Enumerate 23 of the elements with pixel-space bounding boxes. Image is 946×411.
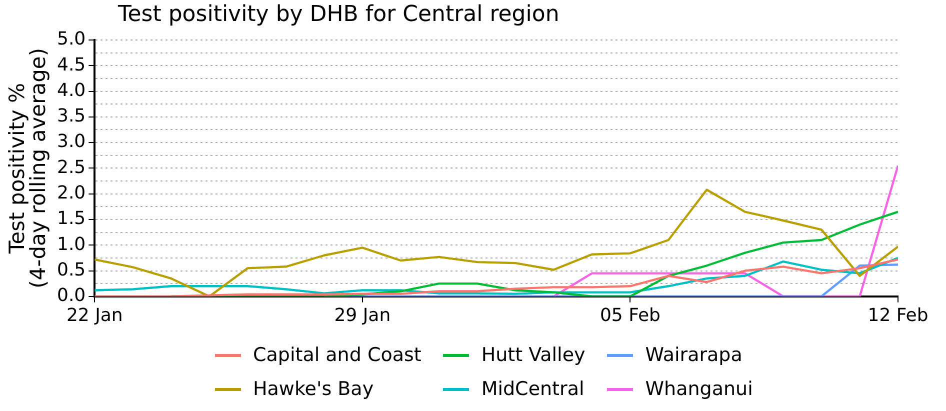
legend-label: MidCentral [481,378,584,400]
y-tick-label: 5.0 [56,28,86,50]
x-tick-label: 12 Feb [868,304,928,326]
y-tick-label: 0.5 [56,259,86,280]
legend-label: Hutt Valley [481,344,586,366]
x-tick-label: 29 Jan [334,304,391,326]
legend-label: Wairarapa [645,344,742,366]
chart-title: Test positivity by DHB for Central region [118,2,560,27]
y-tick-label: 0.0 [56,285,86,306]
y-tick-label: 2.5 [56,156,86,178]
y-tick-label: 1.5 [56,208,86,230]
y-axis-title: Test positivity % (4-day rolling average) [4,48,50,288]
y-tick-label: 3.5 [56,106,86,127]
y-tick-label: 3.0 [56,131,86,152]
legend-label: Capital and Coast [253,344,422,366]
y-tick-label: 1.0 [56,234,86,255]
x-tick-label: 22 Jan [66,304,123,326]
y-tick-label: 2.0 [56,182,86,204]
y-tick-label: 4.5 [56,54,86,76]
legend-label: Hawke's Bay [253,378,374,400]
legend-label: Whanganui [645,378,753,400]
y-tick-label: 4.0 [56,80,86,101]
x-tick-label: 05 Feb [600,304,660,326]
